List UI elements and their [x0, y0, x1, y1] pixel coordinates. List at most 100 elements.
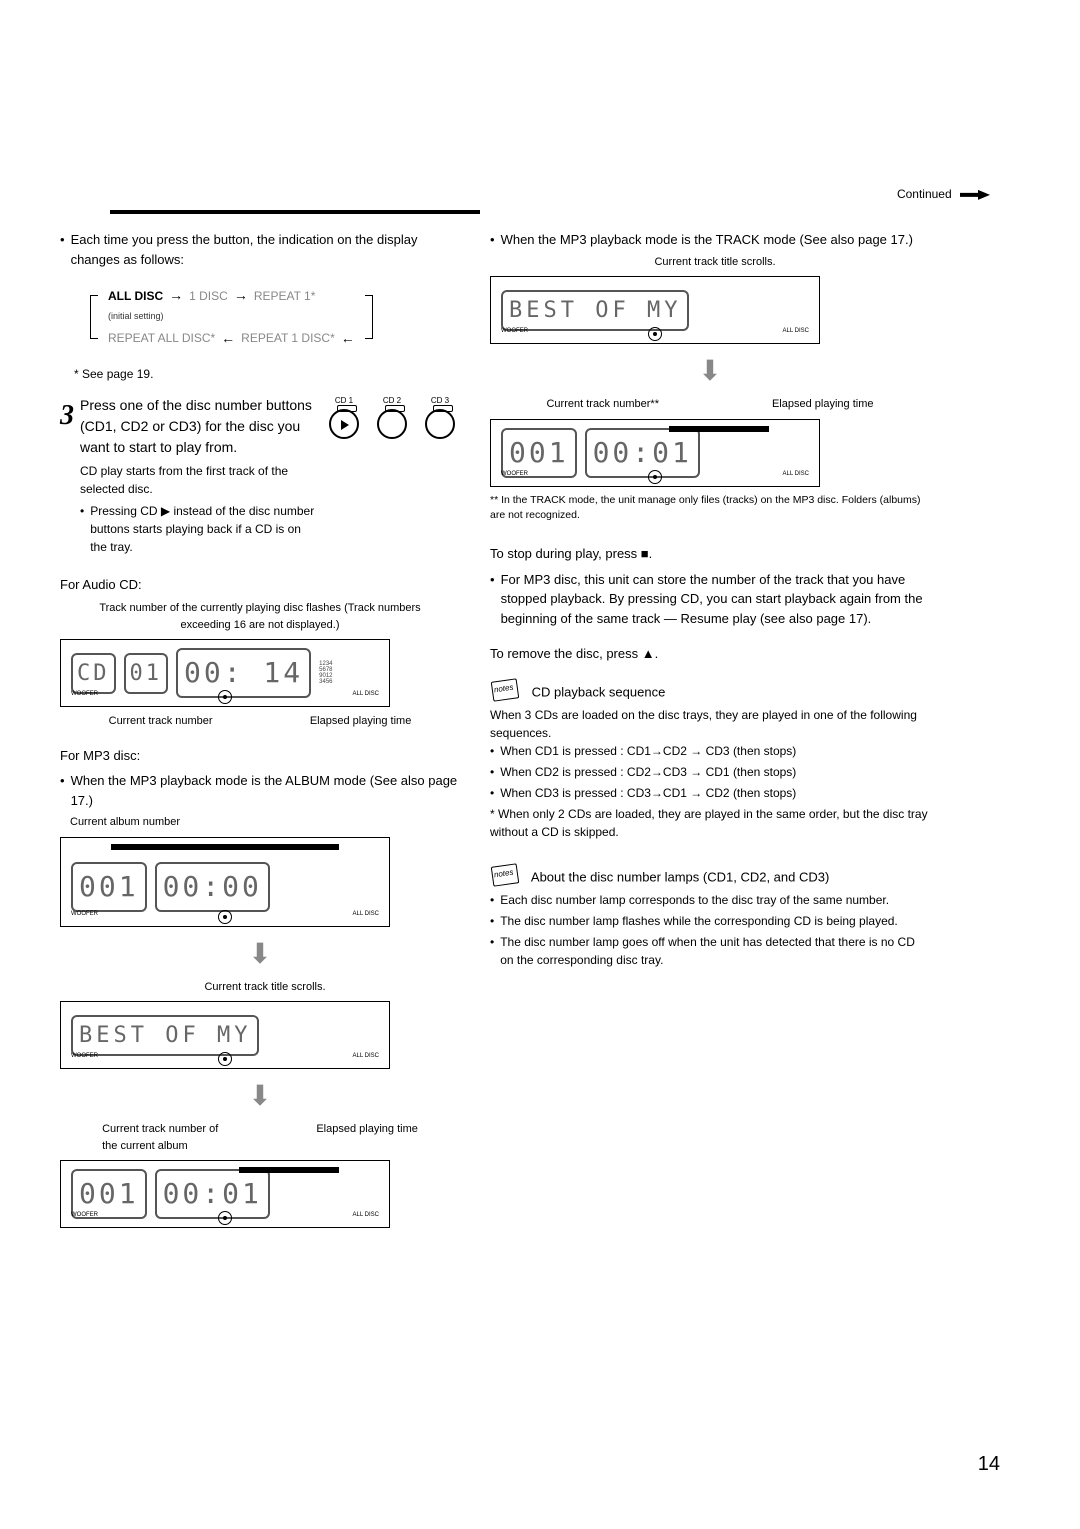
continued-arrow-icon: [960, 190, 990, 200]
cd-icon: [218, 690, 232, 704]
track-grid-icon: 1234567890123456: [319, 661, 332, 685]
track-mode-footnote: ** In the TRACK mode, the unit manage on…: [490, 493, 930, 525]
alldisc-label: ALL DISC: [783, 470, 809, 484]
track-time-display-r: 001 00:01 WOOFER ALL DISC: [490, 419, 820, 487]
see-page-19: * See page 19.: [74, 365, 460, 383]
down-arrow-icon: ⬇: [490, 350, 930, 392]
mp3-album-mode-text: When the MP3 playback mode is the ALBUM …: [71, 771, 460, 810]
track-num-label-r: Current track number**: [546, 396, 659, 413]
woofer-label: WOOFER: [71, 910, 98, 924]
notes2-b1: Each disc number lamp corresponds to the…: [500, 891, 889, 909]
right-column: When the MP3 playback mode is the TRACK …: [490, 230, 930, 1234]
cd-icon: [218, 910, 232, 924]
page-number: 14: [978, 1449, 1000, 1479]
bullet-icon: [60, 230, 67, 269]
stop-bullet-text: For MP3 disc, this unit can store the nu…: [501, 570, 930, 629]
cd-icon: [218, 1052, 232, 1066]
woofer-label: WOOFER: [71, 1052, 98, 1066]
track-title-display-r: BEST OF MY WOOFER ALL DISC: [490, 276, 820, 344]
cd-icon: [218, 1211, 232, 1225]
track-mode-text: When the MP3 playback mode is the TRACK …: [501, 230, 913, 250]
step-3-text: Press one of the disc number buttons (CD…: [80, 397, 312, 455]
cd1-button-icon: [329, 409, 359, 439]
mode-repeat-all: REPEAT ALL DISC*: [108, 329, 215, 347]
notes2-b3: The disc number lamp goes off when the u…: [500, 933, 930, 969]
step-3: 3 Press one of the disc number buttons (…: [60, 395, 460, 559]
notes-icon: [490, 865, 522, 891]
cd-icon: [648, 470, 662, 484]
notes-icon: [490, 680, 522, 706]
elapsed-label: Elapsed playing time: [316, 1121, 418, 1154]
mode-all-disc: ALL DISC: [108, 287, 163, 305]
remove-header: To remove the disc, press ▲.: [490, 644, 930, 664]
scroll-label-r: Current track title scrolls.: [500, 254, 930, 271]
woofer-label: WOOFER: [501, 470, 528, 484]
cd2-button-icon: [377, 409, 407, 439]
mp3-track-display: 001 00:01 WOOFER ALL DISC: [60, 1160, 390, 1228]
seg-album: 001: [71, 862, 147, 912]
mp3-header: For MP3 disc:: [60, 746, 460, 766]
mode-repeat-1-disc: REPEAT 1 DISC*: [241, 329, 335, 347]
track-of-album-label: Current track number of the current albu…: [102, 1121, 232, 1154]
continued-label: Continued: [897, 187, 952, 201]
bullet-icon: [490, 742, 496, 760]
notes2-b2: The disc number lamp flashes while the c…: [500, 912, 898, 930]
alldisc-label: ALL DISC: [353, 690, 379, 704]
bracket-left-icon: [90, 295, 98, 339]
alldisc-label: ALL DISC: [353, 910, 379, 924]
alldisc-label: ALL DISC: [353, 1052, 379, 1066]
current-album-label: Current album number: [70, 814, 460, 831]
seg-scroll: BEST OF MY: [71, 1015, 259, 1056]
notes1-intro: When 3 CDs are loaded on the disc trays,…: [490, 706, 930, 742]
section-rule: [110, 210, 480, 214]
cd-button-diagram: CD 1 CD 2 CD 3: [324, 395, 460, 441]
arrow-right-icon: [234, 285, 248, 306]
arrow-left-icon: [341, 328, 355, 349]
stop-header: To stop during play, press ■.: [490, 544, 930, 564]
down-arrow-icon: ⬇: [60, 933, 460, 975]
step-number: 3: [60, 395, 74, 437]
continued-marker: Continued: [897, 185, 990, 203]
intro-text: Each time you press the button, the indi…: [71, 230, 460, 269]
cd-icon: [648, 327, 662, 341]
step-3-sub2: Pressing CD ▶ instead of the disc number…: [90, 502, 316, 556]
seg-cd: CD: [71, 653, 116, 694]
step-3-sub1: CD play starts from the first track of t…: [80, 462, 316, 498]
notes1-b3: When CD3 is pressed : CD3→CD1 → CD2 (the…: [500, 784, 796, 802]
bullet-icon: [490, 784, 496, 802]
mode-repeat-1: REPEAT 1*: [254, 287, 316, 305]
notes2-title: About the disc number lamps (CD1, CD2, a…: [531, 869, 829, 884]
arrow-right-icon: [169, 285, 183, 306]
seg-time: 00:00: [155, 862, 270, 912]
display-bar-icon: [111, 844, 339, 850]
scroll-label: Current track title scrolls.: [70, 979, 460, 996]
bracket-right-icon: [365, 295, 373, 339]
intro-bullet: Each time you press the button, the indi…: [60, 230, 460, 269]
mode-1-disc: 1 DISC: [189, 287, 228, 305]
seg-track-num: 01: [124, 653, 169, 694]
cd3-button-icon: [425, 409, 455, 439]
left-column: Each time you press the button, the indi…: [60, 230, 460, 1234]
audio-cd-display: CD 01 00: 14 1234567890123456 WOOFER ALL…: [60, 639, 390, 707]
bullet-icon: [490, 933, 496, 969]
display-bar-icon: [239, 1167, 339, 1173]
notes1-star: * When only 2 CDs are loaded, they are p…: [490, 805, 930, 841]
bullet-icon: [60, 771, 67, 810]
audio-cd-header: For Audio CD:: [60, 575, 460, 595]
notes1-b1: When CD1 is pressed : CD1→CD2 → CD3 (the…: [500, 742, 796, 760]
current-track-label: Current track number: [109, 713, 213, 730]
seg-scroll-r: BEST OF MY: [501, 290, 689, 331]
elapsed-time-label: Elapsed playing time: [310, 713, 412, 730]
woofer-label: WOOFER: [71, 690, 98, 704]
arrow-left-icon: [221, 328, 235, 349]
elapsed-label-r: Elapsed playing time: [772, 396, 874, 413]
bullet-icon: [490, 891, 496, 909]
woofer-label: WOOFER: [501, 327, 528, 341]
mp3-title-display: BEST OF MY WOOFER ALL DISC: [60, 1001, 390, 1069]
down-arrow-icon: ⬇: [60, 1075, 460, 1117]
alldisc-label: ALL DISC: [353, 1211, 379, 1225]
track-flash-note: Track number of the currently playing di…: [80, 600, 440, 633]
mp3-album-display: 001 00:00 WOOFER ALL DISC: [60, 837, 390, 927]
notes1-title: CD playback sequence: [532, 684, 666, 699]
main-content: Each time you press the button, the indi…: [60, 230, 1020, 1234]
